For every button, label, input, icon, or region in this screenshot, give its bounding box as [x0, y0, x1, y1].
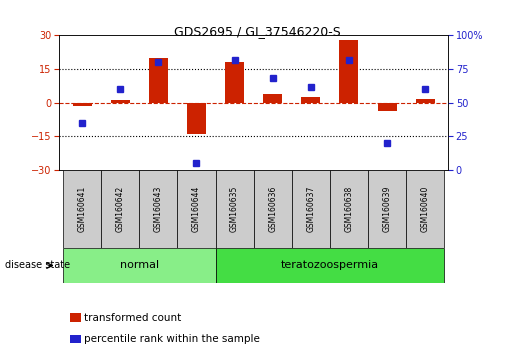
Text: normal: normal [119, 261, 159, 270]
Bar [225, 62, 244, 103]
Text: GSM160642: GSM160642 [116, 186, 125, 232]
Text: GSM160639: GSM160639 [383, 185, 391, 232]
Bar [149, 58, 168, 103]
Bar [139, 170, 177, 248]
Text: GSM160644: GSM160644 [192, 185, 201, 232]
Text: GSM160638: GSM160638 [345, 186, 353, 232]
Text: teratozoospermia: teratozoospermia [281, 261, 379, 270]
Bar [73, 103, 92, 106]
Text: GSM160643: GSM160643 [154, 185, 163, 232]
Bar [292, 170, 330, 248]
Text: GSM160637: GSM160637 [306, 185, 315, 232]
Bar [377, 103, 397, 110]
Text: percentile rank within the sample: percentile rank within the sample [84, 334, 260, 344]
Bar [406, 170, 444, 248]
Bar [416, 99, 435, 103]
Bar [263, 94, 282, 103]
Text: transformed count: transformed count [84, 313, 181, 323]
Bar [339, 40, 358, 103]
Bar [111, 101, 130, 103]
Bar [177, 170, 215, 248]
Bar [187, 103, 206, 134]
Bar [368, 170, 406, 248]
Bar [253, 170, 292, 248]
Bar [215, 170, 253, 248]
Bar [330, 170, 368, 248]
Bar [301, 97, 320, 103]
Bar [63, 170, 101, 248]
Text: disease state: disease state [5, 261, 70, 270]
Text: GDS2695 / GI_37546220-S: GDS2695 / GI_37546220-S [174, 25, 341, 38]
Bar [215, 248, 444, 283]
Text: GSM160641: GSM160641 [78, 186, 87, 232]
Text: GSM160636: GSM160636 [268, 185, 277, 232]
Text: GSM160640: GSM160640 [421, 185, 430, 232]
Bar [63, 248, 215, 283]
Text: GSM160635: GSM160635 [230, 185, 239, 232]
Bar [101, 170, 139, 248]
